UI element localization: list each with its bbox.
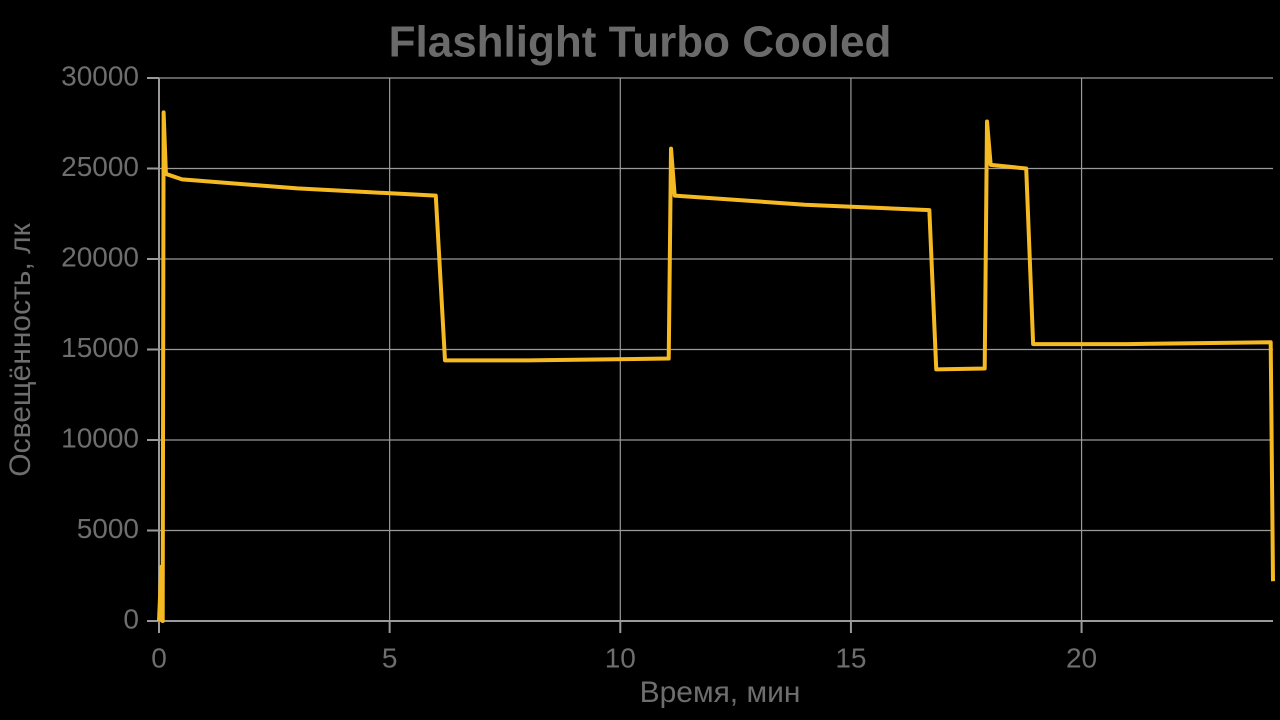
y-tick-label: 30000 — [61, 60, 139, 91]
x-tick-label: 10 — [605, 642, 636, 673]
y-tick-label: 10000 — [61, 422, 139, 453]
data-line — [157, 110, 1275, 623]
y-tick-label: 5000 — [77, 513, 139, 544]
y-tick-label: 25000 — [61, 151, 139, 182]
y-tick-label: 15000 — [61, 332, 139, 363]
x-axis-label: Время, мин — [640, 676, 801, 709]
y-axis-label: Освещённость, лк — [4, 222, 37, 476]
x-tick-label: 20 — [1066, 642, 1097, 673]
chart-title: Flashlight Turbo Cooled — [389, 18, 892, 67]
x-tick-label: 0 — [151, 642, 167, 673]
y-tick-label: 0 — [123, 603, 139, 634]
x-tick-label: 15 — [835, 642, 866, 673]
y-tick-label: 20000 — [61, 241, 139, 272]
x-tick-label: 5 — [382, 642, 398, 673]
